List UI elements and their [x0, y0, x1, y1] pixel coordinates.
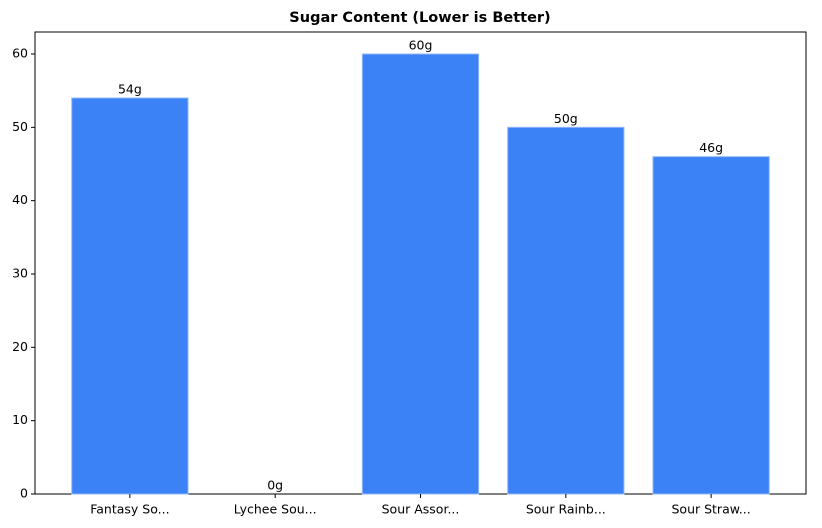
x-tick-label: Lychee Sou... [234, 502, 317, 517]
value-label: 0g [267, 478, 283, 493]
y-tick-label: 10 [12, 412, 28, 427]
x-tick-label: Sour Straw... [671, 502, 750, 517]
x-tick-label: Sour Rainb... [526, 502, 606, 517]
bar [361, 53, 480, 495]
y-tick-label: 0 [20, 486, 28, 501]
y-tick-label: 30 [12, 266, 28, 281]
y-tick-label: 60 [12, 46, 28, 61]
bar [71, 97, 189, 495]
value-label: 50g [554, 111, 578, 126]
value-label: 60g [409, 38, 433, 53]
bar [652, 156, 770, 495]
x-tick-label: Sour Assor... [382, 502, 460, 517]
bar [507, 126, 625, 495]
y-tick-label: 20 [12, 339, 28, 354]
y-tick-label: 40 [12, 192, 28, 207]
value-label: 54g [118, 82, 142, 97]
y-tick-label: 50 [12, 119, 28, 134]
chart-title: Sugar Content (Lower is Better) [289, 10, 550, 26]
x-tick-label: Fantasy So... [90, 502, 169, 517]
value-label: 46g [699, 140, 723, 155]
